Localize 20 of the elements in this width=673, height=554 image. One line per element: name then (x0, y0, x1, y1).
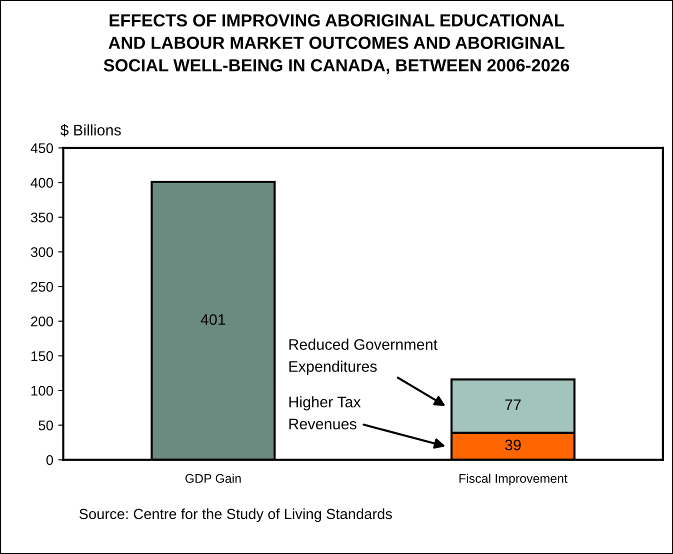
y-tick-label: 450 (30, 143, 53, 154)
text: Higher Tax Revenues (289, 396, 361, 430)
y-axis-title: $ Billions (60, 124, 121, 136)
y-tick-label: 250 (31, 282, 53, 292)
y-tick-label: 350 (30, 212, 53, 222)
y-tick-label: 200 (31, 316, 53, 326)
x-tick-label: Fiscal Improvement (459, 474, 568, 486)
data-label: 77 (505, 400, 521, 410)
y-tick-label: 400 (30, 178, 53, 188)
y-tick-label: 100 (31, 386, 53, 396)
series-label: Reduced Government Expenditures (289, 338, 438, 375)
y-tick-label: 150 (31, 351, 53, 362)
y-tick-label: 300 (30, 247, 53, 258)
data-label: 401 (200, 314, 226, 325)
source-note: Source: Centre for the Study of Living Standards (79, 508, 392, 522)
data-label: 39 (505, 440, 521, 450)
x-tick-label: GDP Gain (185, 474, 241, 483)
y-tick-label: 0 (46, 455, 53, 465)
chart-title: EFFECTS OF IMPROVING ABORIGINAL EDUCATIONAL AND LABOUR MARKET OUTCOMES AND ABORIGINAL SOCIAL WELL-BEING IN CANADA, BETWEEN 2006-2026 (104, 14, 570, 74)
y-tick-label: 50 (38, 420, 53, 430)
